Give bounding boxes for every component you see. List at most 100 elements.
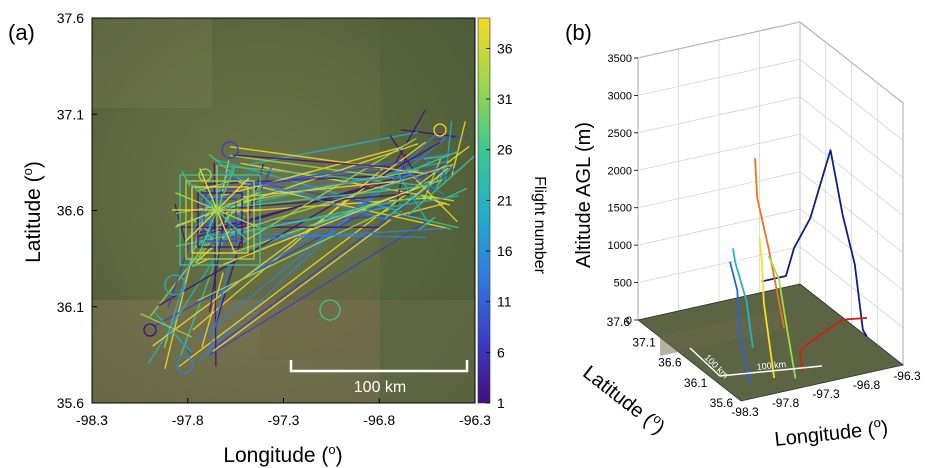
- flight-loop: [319, 299, 341, 321]
- flight-track: [227, 160, 404, 191]
- series-line: [754, 158, 785, 329]
- colorbar-tick-label: 21: [497, 192, 513, 208]
- scale-label-lon: 100 km: [756, 359, 786, 372]
- flight-track: [179, 174, 261, 266]
- x-tick-label: -96.8: [363, 412, 395, 428]
- flight-loop: [143, 323, 157, 337]
- panel-a-label: (a): [8, 20, 35, 45]
- b-x-axis-title: Longitude (o): [773, 414, 889, 451]
- flight-track: [392, 211, 459, 229]
- b-x-tick-label: -98.3: [731, 405, 759, 419]
- z-tick-label: 1500: [608, 203, 632, 215]
- flight-loop: [176, 356, 194, 374]
- colorbar-tick-label: 31: [497, 91, 513, 107]
- flight-track: [185, 180, 255, 260]
- degree-sup-y: o: [20, 168, 35, 175]
- flight-track: [218, 167, 406, 190]
- flight-track: [219, 186, 420, 267]
- x-axis-title: Longitude (o): [223, 442, 342, 467]
- series-line: [767, 255, 797, 379]
- flight-track: [444, 120, 453, 183]
- panel-b-label: (b): [565, 20, 592, 45]
- z-axis-title: Altitude AGL (m): [573, 122, 595, 268]
- z-axis-ticks: 0 500 1000 1500 2000 2500 3000 3500: [608, 53, 638, 327]
- flight-track: [438, 163, 454, 185]
- b-y-axis-title: Latitude (o): [579, 359, 671, 439]
- y-tick-label: 37.1: [57, 106, 84, 122]
- b-y-tick-label: 37.6: [607, 315, 631, 329]
- flight-track: [451, 121, 467, 176]
- flight-track: [217, 165, 460, 346]
- flight-loop: [221, 141, 239, 159]
- flight-track: [197, 208, 390, 302]
- y-tick-label: 36.1: [57, 299, 84, 315]
- flight-track: [198, 180, 232, 192]
- b-y-tick-label: 36.6: [658, 356, 682, 370]
- flight-track: [446, 187, 467, 199]
- flight-track: [188, 230, 238, 267]
- b-y-tick-label: 37.1: [632, 335, 656, 349]
- colorbar-tick-label: 1: [497, 395, 505, 411]
- x-tick-label: -96.3: [459, 412, 491, 428]
- colorbar-tick-label: 11: [497, 294, 512, 310]
- flight-track: [241, 180, 401, 198]
- flight-track: [435, 166, 446, 189]
- series-line: [799, 317, 868, 372]
- z-tick-label: 1000: [608, 240, 632, 252]
- b-x-tick-label: -96.3: [893, 369, 921, 383]
- x-tick-label: -97.3: [268, 412, 300, 428]
- x-axis-ticks: -98.3 -97.8 -97.3 -96.8 -96.3: [76, 398, 491, 428]
- z-tick-label: 2500: [608, 128, 632, 140]
- z-tick-label: 2000: [608, 165, 632, 177]
- z-tick-label: 3500: [608, 53, 632, 65]
- colorbar-tick-label: 36: [497, 40, 513, 56]
- flight-track: [147, 257, 216, 364]
- flight-track: [404, 169, 446, 196]
- degree-sup: o: [328, 442, 335, 457]
- flight-track: [209, 185, 423, 211]
- colorbar-title: Flight number: [531, 176, 548, 274]
- flight-track: [418, 216, 436, 230]
- y-axis-ticks: 35.6 36.1 36.6 37.1 37.6: [57, 10, 97, 411]
- b-x-tick-label: -97.3: [812, 387, 840, 401]
- flight-track: [408, 155, 475, 216]
- flight-track: [167, 195, 210, 338]
- flight-track: [201, 272, 224, 348]
- y-tick-label: 36.6: [57, 203, 84, 219]
- colorbar-tick-label: 6: [497, 344, 505, 360]
- flight-track: [153, 311, 192, 353]
- flight-track: [243, 137, 417, 243]
- flight-track: [208, 204, 228, 313]
- colorbar: [478, 18, 490, 403]
- b-y-axis-ticks: 35.636.136.637.137.6: [607, 315, 734, 410]
- flight-track: [212, 218, 392, 353]
- flight-track: [400, 129, 456, 138]
- series-line: [732, 248, 754, 348]
- flight-track: [408, 150, 460, 173]
- flight-track: [393, 168, 430, 225]
- flight-track: [393, 109, 426, 166]
- flight-track: [218, 164, 433, 187]
- flight-track: [227, 163, 454, 235]
- flight-track: [229, 154, 395, 179]
- flight-track: [203, 198, 237, 242]
- series-line: [761, 149, 868, 338]
- b-x-axis-ticks: -98.3 -97.8 -97.3 -96.8 -96.3: [731, 369, 921, 419]
- degree-sup-b: o: [873, 415, 882, 431]
- flight-track: [209, 204, 231, 236]
- flight-track: [149, 224, 222, 317]
- flight-tracks: [140, 109, 475, 374]
- y-tick-label: 35.6: [57, 395, 84, 411]
- y-axis-title: Latitude (o): [20, 161, 45, 263]
- satellite-map: [92, 18, 475, 403]
- flight-track: [423, 158, 442, 201]
- b-x-tick-label: -96.8: [853, 378, 881, 392]
- flight-track: [199, 174, 415, 201]
- z-tick-label: 3000: [608, 90, 632, 102]
- z-tick-label: 0: [626, 315, 632, 327]
- flight-loop: [433, 123, 447, 137]
- flight-track: [175, 192, 259, 228]
- colorbar-tick-label: 16: [497, 243, 513, 259]
